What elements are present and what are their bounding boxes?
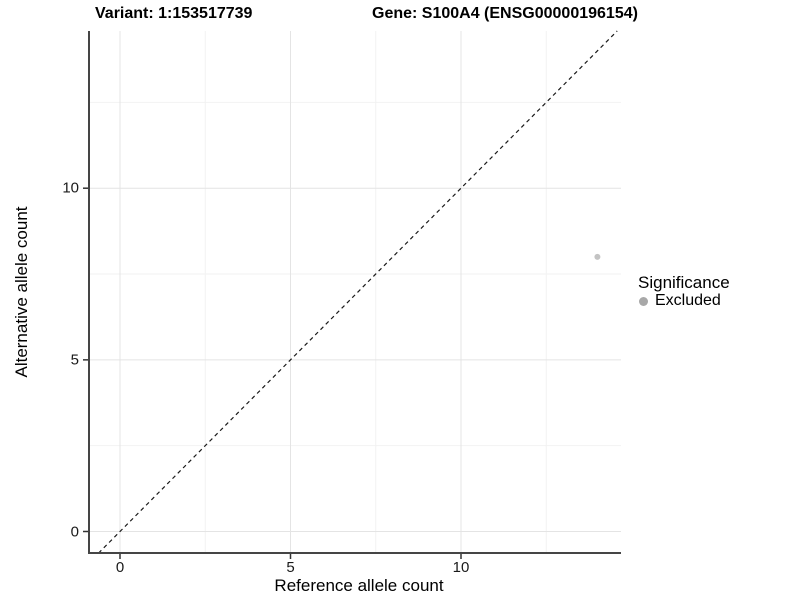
y-tick-label: 5 bbox=[70, 351, 79, 369]
identity-dashed-line bbox=[98, 30, 618, 554]
x-tick-label: 10 bbox=[452, 559, 470, 576]
x-tick-label: 0 bbox=[115, 559, 125, 576]
data-point bbox=[594, 253, 601, 260]
y-axis-title: Alternative allele count bbox=[12, 206, 31, 378]
plot-title-gene: Gene: S100A4 (ENSG00000196154) bbox=[372, 5, 638, 22]
y-tick-label: 0 bbox=[70, 523, 79, 540]
legend-title: Significance bbox=[638, 273, 730, 292]
plot-title-variant: Variant: 1:153517739 bbox=[95, 5, 253, 22]
legend-item-label: Excluded bbox=[655, 292, 721, 309]
legend-key-dot-icon bbox=[639, 296, 648, 306]
x-axis-title: Reference allele count bbox=[274, 576, 444, 595]
legend-item-excluded: Excluded bbox=[639, 292, 721, 310]
y-tick-label: 10 bbox=[62, 179, 79, 197]
x-tick-label: 5 bbox=[286, 559, 295, 576]
